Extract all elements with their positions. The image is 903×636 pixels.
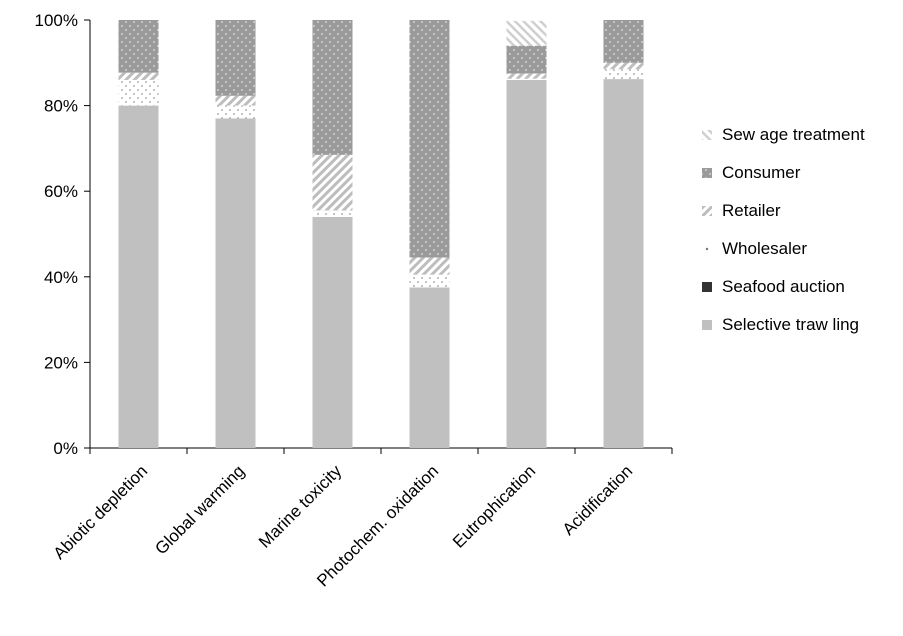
- bar-segment-consumer: [409, 20, 450, 258]
- x-category-label: Marine toxicity: [255, 461, 346, 552]
- x-category-label: Eutrophication: [449, 461, 539, 551]
- bar-segment-selective-traw-ling: [506, 79, 547, 449]
- bar-segment-selective-traw-ling: [312, 216, 353, 448]
- bar-segment-selective-traw-ling: [215, 118, 256, 448]
- x-category-label: Abiotic depletion: [50, 461, 152, 563]
- bar-segment-consumer: [603, 20, 644, 63]
- bar-segment-wholesaler: [118, 79, 159, 106]
- legend-label: Sew age treatment: [722, 125, 865, 144]
- bar-segment-consumer: [215, 20, 256, 96]
- legend-label: Seafood auction: [722, 277, 845, 296]
- bar-segment-wholesaler: [603, 69, 644, 80]
- legend-swatch: [702, 168, 712, 178]
- legend-label: Retailer: [722, 201, 781, 220]
- legend-label: Selective traw ling: [722, 315, 859, 334]
- x-category-label: Acidification: [559, 461, 637, 539]
- bar-segment-selective-traw-ling: [409, 287, 450, 448]
- legend-label: Consumer: [722, 163, 801, 182]
- bar-segment-retailer: [506, 73, 547, 79]
- bar-segment-wholesaler: [312, 210, 353, 217]
- y-tick-label: 40%: [44, 268, 78, 287]
- bar-segment-selective-traw-ling: [118, 105, 159, 448]
- legend: Sew age treatment Consumer Retailer Wholesa…: [702, 125, 865, 334]
- bar-segment-retailer: [118, 72, 159, 80]
- y-tick-label: 0%: [53, 439, 78, 458]
- y-tick-label: 20%: [44, 353, 78, 372]
- x-category-label: Global warming: [151, 461, 248, 558]
- bar-segment-sew-age-treatment: [506, 20, 547, 46]
- y-tick-labels: 0% 20% 40% 60% 80% 100%: [35, 11, 673, 458]
- legend-swatch: [705, 247, 709, 251]
- bars: [118, 20, 644, 449]
- axes: [89, 20, 672, 449]
- bar-segment-retailer: [603, 62, 644, 70]
- legend-swatch: [702, 282, 712, 292]
- legend-swatch: [702, 130, 712, 140]
- x-category-labels: Abiotic depletion Global warming Marine to…: [50, 461, 637, 590]
- legend-swatch: [702, 206, 712, 216]
- legend-swatch: [702, 320, 712, 330]
- bar-segment-wholesaler: [215, 105, 256, 119]
- bar-segment-consumer: [506, 45, 547, 74]
- bar-segment-consumer: [118, 20, 159, 73]
- y-tick-label: 80%: [44, 97, 78, 116]
- y-tick-label: 60%: [44, 182, 78, 201]
- bar-segment-consumer: [312, 20, 353, 155]
- y-tick-label: 100%: [35, 11, 78, 30]
- bar-segment-retailer: [312, 154, 353, 211]
- bar-segment-retailer: [409, 257, 450, 275]
- legend-label: Wholesaler: [722, 239, 807, 258]
- bar-segment-retailer: [215, 95, 256, 106]
- bar-segment-wholesaler: [506, 78, 547, 80]
- bar-segment-wholesaler: [409, 274, 450, 288]
- bar-segment-selective-traw-ling: [603, 79, 644, 449]
